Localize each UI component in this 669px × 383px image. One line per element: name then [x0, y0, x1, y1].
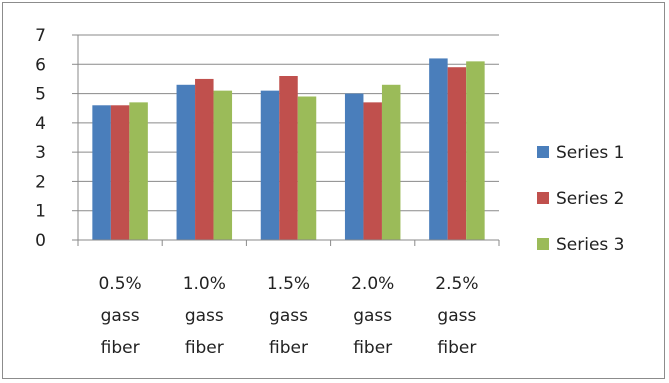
- bar-2-1: [110, 105, 130, 241]
- x-tick-label: fiber: [101, 338, 140, 358]
- x-tick-label: fiber: [353, 338, 392, 358]
- y-tick-label: 7: [35, 26, 46, 46]
- legend-label-1: Series 1: [556, 143, 625, 163]
- y-tick-label: 5: [35, 85, 46, 105]
- x-tick-label: fiber: [185, 338, 224, 358]
- x-tick-label: 1.0%: [183, 274, 226, 294]
- x-tick-label: fiber: [269, 338, 308, 358]
- y-tick-label: 4: [35, 114, 46, 134]
- axes: [77, 35, 500, 246]
- bar-1-4: [344, 93, 364, 240]
- x-tick-label: 2.5%: [435, 274, 478, 294]
- y-axis-ticks: 0 1 2 3 4 5 6 7: [35, 26, 78, 251]
- bar-3-5: [466, 61, 485, 240]
- bar-2-4: [363, 102, 382, 240]
- legend-swatch-3: [537, 238, 549, 250]
- x-axis-labels: 0.5% gass fiber 1.0% gass fiber 1.5% gass fiber 2…: [98, 274, 478, 358]
- bar-2-2: [195, 78, 214, 240]
- x-tick-label: gass: [185, 306, 224, 326]
- x-tick-label: gass: [353, 306, 392, 326]
- bar-1-2: [176, 84, 196, 241]
- bars: [92, 58, 485, 241]
- x-tick-label: fiber: [437, 338, 476, 358]
- bar-3-1: [129, 102, 148, 240]
- bar-3-4: [381, 84, 401, 241]
- y-tick-label: 1: [35, 202, 46, 222]
- bar-3-3: [297, 96, 317, 240]
- bar-2-5: [447, 67, 467, 240]
- legend-label-2: Series 2: [556, 189, 625, 209]
- x-tick-label: gass: [269, 306, 308, 326]
- bar-1-3: [260, 90, 280, 241]
- x-tick-label: 2.0%: [351, 274, 394, 294]
- legend-swatch-2: [537, 192, 549, 204]
- bar-1-1: [92, 105, 111, 241]
- y-tick-label: 0: [35, 231, 46, 251]
- x-tick-label: 1.5%: [267, 274, 310, 294]
- bar-3-2: [213, 90, 233, 241]
- legend-label-3: Series 3: [556, 235, 625, 255]
- legend-swatch-1: [537, 146, 549, 158]
- bar-1-5: [429, 58, 448, 240]
- y-tick-label: 3: [35, 143, 46, 163]
- bar-2-3: [279, 76, 298, 240]
- x-tick-label: gass: [437, 306, 476, 326]
- x-tick-label: gass: [101, 306, 140, 326]
- y-tick-label: 6: [35, 55, 46, 75]
- x-tick-label: 0.5%: [98, 274, 141, 294]
- legend: Series 1 Series 2 Series 3: [537, 143, 625, 255]
- y-tick-label: 2: [35, 172, 46, 192]
